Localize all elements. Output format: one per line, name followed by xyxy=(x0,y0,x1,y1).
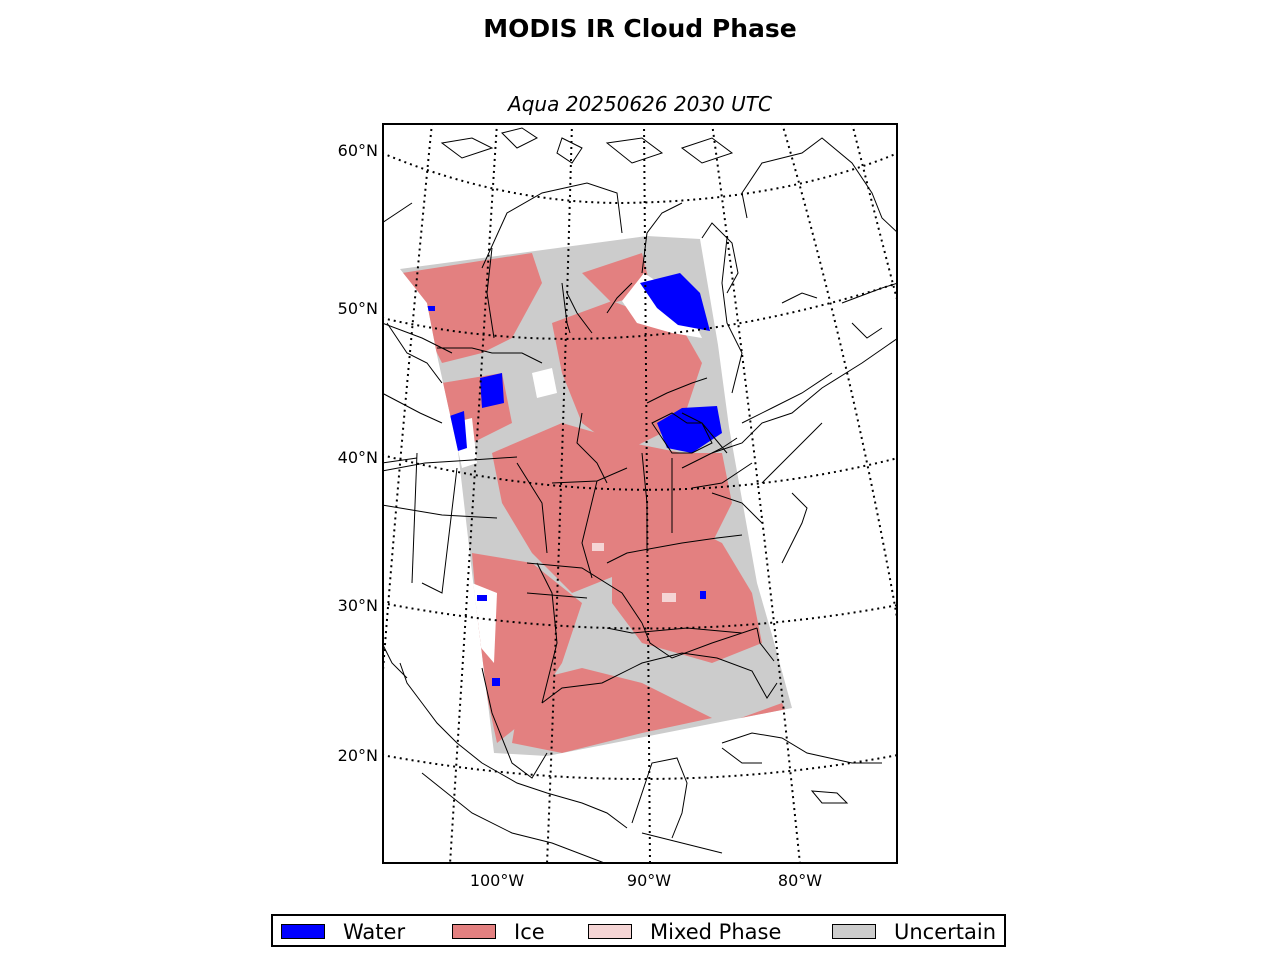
legend: Water Ice Mixed Phase Uncertain xyxy=(271,914,1006,947)
cloud-swath xyxy=(400,236,792,756)
legend-swatch-mixed-phase xyxy=(588,924,632,939)
legend-label-ice: Ice xyxy=(514,920,545,944)
legend-swatch-uncertain xyxy=(832,924,876,939)
legend-swatch-ice xyxy=(452,924,496,939)
lat-label-30n: 30°N xyxy=(337,596,378,615)
map-panel xyxy=(382,123,898,864)
lat-label-50n: 50°N xyxy=(337,299,378,318)
map-title: MODIS IR Cloud Phase xyxy=(483,14,797,43)
legend-swatch-water xyxy=(281,924,325,939)
map-subtitle: Aqua 20250626 2030 UTC xyxy=(508,92,772,116)
map-frame xyxy=(382,123,898,864)
legend-label-uncertain: Uncertain xyxy=(894,920,997,944)
lon-label-80w: 80°W xyxy=(777,871,823,890)
legend-label-mixed-phase: Mixed Phase xyxy=(650,920,782,944)
lon-label-100w: 100°W xyxy=(469,871,525,890)
legend-label-water: Water xyxy=(343,920,406,944)
coastlines xyxy=(382,127,898,864)
lon-label-90w: 90°W xyxy=(626,871,672,890)
lat-label-40n: 40°N xyxy=(337,448,378,467)
lat-label-20n: 20°N xyxy=(337,746,378,765)
graticule xyxy=(382,123,898,864)
lat-label-60n: 60°N xyxy=(337,141,378,160)
